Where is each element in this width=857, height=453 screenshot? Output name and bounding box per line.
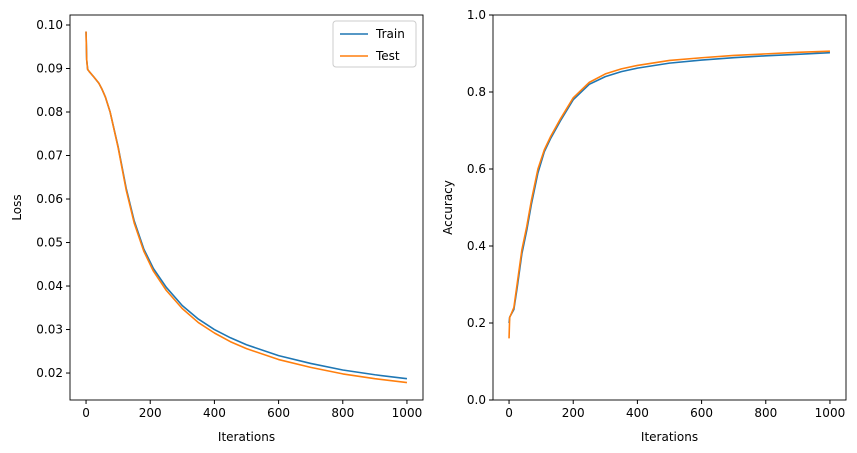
x-tick-label: 1000: [815, 406, 846, 420]
series-line-train: [85, 31, 408, 380]
y-tick-label: 0.05: [36, 236, 63, 250]
y-tick-label: 1.0: [467, 8, 486, 22]
x-tick-label: 0: [82, 406, 90, 420]
x-tick-label: 1000: [392, 406, 423, 420]
y-axis-label: Accuracy: [441, 180, 455, 235]
axes-frame: [492, 14, 847, 401]
x-tick-label: 600: [690, 406, 713, 420]
y-tick-label: 0.10: [36, 18, 63, 32]
series-line-test: [508, 50, 830, 339]
y-tick-label: 0.0: [467, 393, 486, 407]
legend-label-test: Test: [375, 49, 400, 63]
x-tick-label: 600: [267, 406, 290, 420]
y-tick-label: 0.04: [36, 279, 63, 293]
y-tick-label: 0.07: [36, 149, 63, 163]
x-tick-label: 800: [331, 406, 354, 420]
y-tick-label: 0.06: [36, 192, 63, 206]
y-axis-label: Loss: [10, 194, 24, 220]
series-line-test: [85, 31, 408, 384]
y-tick-label: 0.02: [36, 366, 63, 380]
legend-label-train: Train: [375, 27, 405, 41]
x-tick-label: 0: [505, 406, 513, 420]
series-line-train: [508, 51, 830, 324]
x-tick-label: 400: [626, 406, 649, 420]
x-tick-label: 200: [139, 406, 162, 420]
y-tick-label: 0.03: [36, 323, 63, 337]
y-tick-label: 0.8: [467, 85, 486, 99]
axes-frame: [69, 14, 424, 401]
x-axis-label: Iterations: [218, 430, 275, 444]
x-axis-label: Iterations: [641, 430, 698, 444]
x-tick-label: 200: [562, 406, 585, 420]
legend: Train Test: [332, 20, 417, 68]
x-tick-label: 400: [203, 406, 226, 420]
y-tick-label: 0.6: [467, 162, 486, 176]
y-tick-label: 0.09: [36, 62, 63, 76]
y-tick-label: 0.4: [467, 239, 486, 253]
y-tick-label: 0.08: [36, 105, 63, 119]
subplot-2: 0 200 400 600 800 1000 0.0 0.2 0.4 0.6 0.8 1.0 Itera…: [441, 8, 847, 444]
subplot-1: 0 200 400 600 800 1000 0.02 0.03 0.04 0.05 0.06 0.0…: [10, 14, 424, 444]
y-tick-label: 0.2: [467, 316, 486, 330]
x-tick-label: 800: [754, 406, 777, 420]
